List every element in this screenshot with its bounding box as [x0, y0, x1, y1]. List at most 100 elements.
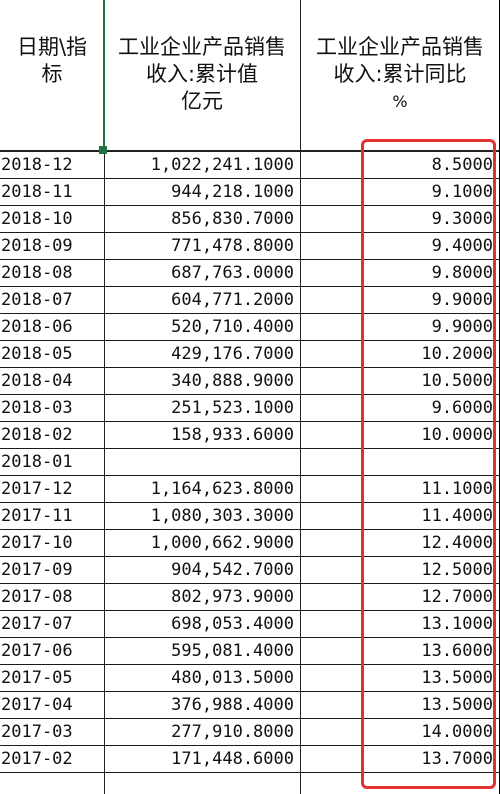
date-cell[interactable]: 2017-02: [1, 749, 73, 769]
header-cell-date[interactable]: 日期\指 标: [0, 0, 104, 150]
cumulative-yoy-cell[interactable]: 13.7000: [421, 749, 493, 769]
header-value-line-2: 收入:累计值: [145, 62, 259, 86]
table-row: 2017-06 595,081.4000 13.6000: [0, 638, 500, 665]
cumulative-yoy-cell[interactable]: 13.5000: [421, 695, 493, 715]
date-cell[interactable]: 2018-11: [1, 182, 73, 202]
date-cell[interactable]: 2017-04: [1, 695, 73, 715]
cumulative-value-cell[interactable]: 480,013.5000: [171, 668, 294, 688]
cumulative-value-cell[interactable]: 604,771.2000: [171, 290, 294, 310]
date-cell[interactable]: 2018-07: [1, 290, 73, 310]
header-yoy-line-2: 收入:累计同比: [333, 62, 467, 86]
date-cell[interactable]: 2017-08: [1, 587, 73, 607]
table-row: 2018-09 771,478.8000 9.4000: [0, 233, 500, 260]
date-cell[interactable]: 2018-08: [1, 263, 73, 283]
cumulative-yoy-cell[interactable]: 9.9000: [431, 290, 493, 310]
date-cell[interactable]: 2017-09: [1, 560, 73, 580]
cumulative-yoy-cell[interactable]: 13.1000: [421, 614, 493, 634]
table-row: 2018-05 429,176.7000 10.2000: [0, 341, 500, 368]
table-row: 2017-12 1,164,623.8000 11.1000: [0, 476, 500, 503]
date-cell[interactable]: 2018-06: [1, 317, 73, 337]
cumulative-value-cell[interactable]: 251,523.1000: [171, 398, 294, 418]
date-cell[interactable]: 2018-12: [1, 155, 73, 175]
cumulative-yoy-cell[interactable]: 12.7000: [421, 587, 493, 607]
date-cell[interactable]: 2018-01: [1, 452, 73, 472]
table-row: 2018-08 687,763.0000 9.8000: [0, 260, 500, 287]
cumulative-yoy-cell[interactable]: 9.9000: [431, 317, 493, 337]
header-yoy-unit: %: [392, 92, 408, 111]
header-yoy-line-1: 工业企业产品销售: [316, 35, 484, 59]
cumulative-yoy-cell[interactable]: 11.4000: [421, 506, 493, 526]
cumulative-value-cell[interactable]: 595,081.4000: [171, 641, 294, 661]
table-row: 2017-04 376,988.4000 13.5000: [0, 692, 500, 719]
cumulative-yoy-cell[interactable]: 10.5000: [421, 371, 493, 391]
table-row: 2017-05 480,013.5000 13.5000: [0, 665, 500, 692]
cumulative-yoy-cell[interactable]: 10.0000: [421, 425, 493, 445]
date-cell[interactable]: 2018-10: [1, 209, 73, 229]
table-row: 2017-02 171,448.6000 13.7000: [0, 746, 500, 773]
cumulative-yoy-cell[interactable]: 9.4000: [431, 236, 493, 256]
date-cell[interactable]: 2018-02: [1, 425, 73, 445]
cumulative-value-cell[interactable]: 340,888.9000: [171, 371, 294, 391]
cumulative-value-cell[interactable]: 158,933.6000: [171, 425, 294, 445]
cumulative-yoy-cell[interactable]: 9.1000: [431, 182, 493, 202]
date-cell[interactable]: 2017-10: [1, 533, 73, 553]
selected-column-border: [103, 0, 105, 150]
date-cell[interactable]: 2017-07: [1, 614, 73, 634]
cumulative-yoy-cell[interactable]: 9.3000: [431, 209, 493, 229]
date-cell[interactable]: 2017-05: [1, 668, 73, 688]
cumulative-yoy-cell[interactable]: 14.0000: [421, 722, 493, 742]
cumulative-value-cell[interactable]: 376,988.4000: [171, 695, 294, 715]
table-row: 2018-07 604,771.2000 9.9000: [0, 287, 500, 314]
cumulative-value-cell[interactable]: 904,542.7000: [171, 560, 294, 580]
cumulative-value-cell[interactable]: 802,973.9000: [171, 587, 294, 607]
date-cell[interactable]: 2017-12: [1, 479, 73, 499]
date-cell[interactable]: 2017-11: [1, 506, 73, 526]
cumulative-value-cell[interactable]: 277,910.8000: [171, 722, 294, 742]
table-row: 2018-04 340,888.9000 10.5000: [0, 368, 500, 395]
cumulative-value-cell[interactable]: 429,176.7000: [171, 344, 294, 364]
cumulative-yoy-cell[interactable]: [300, 449, 493, 475]
header-date-line-1: 日期\指: [16, 35, 88, 59]
date-cell[interactable]: 2017-03: [1, 722, 73, 742]
column-divider: [104, 0, 105, 794]
cumulative-value-cell[interactable]: 944,218.1000: [171, 182, 294, 202]
header-cell-cumulative-value[interactable]: 工业企业产品销售 收入:累计值 亿元: [104, 0, 300, 150]
cumulative-value-cell[interactable]: 856,830.7000: [171, 209, 294, 229]
cumulative-yoy-cell[interactable]: 9.6000: [431, 398, 493, 418]
cumulative-value-cell[interactable]: 1,000,662.9000: [150, 533, 294, 553]
cumulative-value-cell[interactable]: 520,710.4000: [171, 317, 294, 337]
header-value-unit: 亿元: [181, 89, 223, 113]
cumulative-yoy-cell[interactable]: 9.8000: [431, 263, 493, 283]
table-row: 2018-06 520,710.4000 9.9000: [0, 314, 500, 341]
cumulative-yoy-cell[interactable]: 12.5000: [421, 560, 493, 580]
date-cell[interactable]: 2018-04: [1, 371, 73, 391]
date-cell[interactable]: 2018-09: [1, 236, 73, 256]
column-divider: [300, 0, 301, 794]
date-cell[interactable]: 2018-05: [1, 344, 73, 364]
fill-handle[interactable]: [99, 146, 107, 154]
date-cell[interactable]: 2018-03: [1, 398, 73, 418]
cumulative-yoy-cell[interactable]: 13.5000: [421, 668, 493, 688]
table-row: 2018-11 944,218.1000 9.1000: [0, 179, 500, 206]
table-row: 2018-10 856,830.7000 9.3000: [0, 206, 500, 233]
cumulative-value-cell[interactable]: 771,478.8000: [171, 236, 294, 256]
date-cell[interactable]: 2017-06: [1, 641, 73, 661]
cumulative-value-cell[interactable]: [104, 449, 294, 475]
cumulative-yoy-cell[interactable]: 12.4000: [421, 533, 493, 553]
cumulative-yoy-cell[interactable]: 10.2000: [421, 344, 493, 364]
cumulative-value-cell[interactable]: 1,164,623.8000: [150, 479, 294, 499]
table-row: 2017-09 904,542.7000 12.5000: [0, 557, 500, 584]
cumulative-value-cell[interactable]: 698,053.4000: [171, 614, 294, 634]
cumulative-value-cell[interactable]: 1,080,303.3000: [150, 506, 294, 526]
header-cell-cumulative-yoy[interactable]: 工业企业产品销售 收入:累计同比 %: [300, 0, 500, 150]
header-divider: [0, 150, 500, 152]
table-row: 2018-01: [0, 449, 500, 476]
cumulative-value-cell[interactable]: 687,763.0000: [171, 263, 294, 283]
cumulative-value-cell[interactable]: 171,448.6000: [171, 749, 294, 769]
cumulative-yoy-cell[interactable]: 13.6000: [421, 641, 493, 661]
cumulative-value-cell[interactable]: 1,022,241.1000: [150, 155, 294, 175]
table-row: 2017-10 1,000,662.9000 12.4000: [0, 530, 500, 557]
cumulative-yoy-cell[interactable]: 8.5000: [431, 155, 493, 175]
cumulative-yoy-cell[interactable]: 11.1000: [421, 479, 493, 499]
